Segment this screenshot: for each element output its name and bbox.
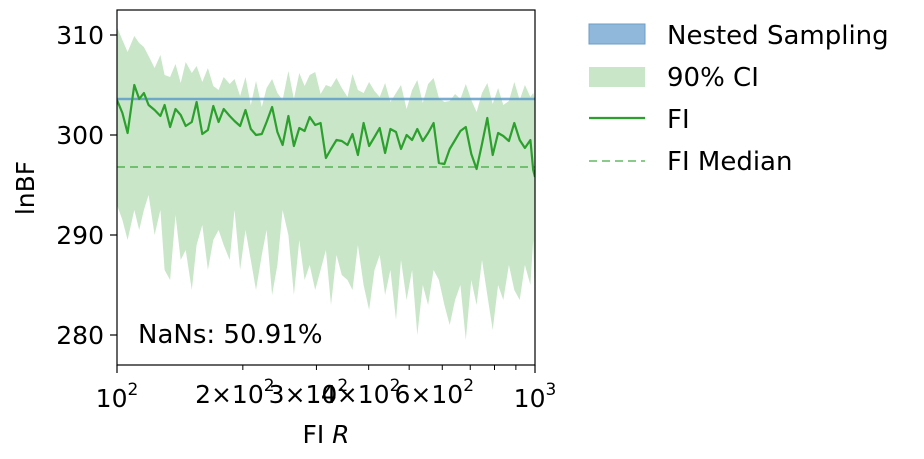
plot-frame <box>116 9 536 366</box>
ci-band <box>117 27 535 340</box>
x-axis-label-var: R <box>332 420 349 449</box>
y-tick-label: 280 <box>56 321 104 350</box>
x-minor-tick-label: 4×102 <box>321 376 401 409</box>
y-axis-label: lnBF <box>11 161 40 215</box>
y-tick-label: 290 <box>56 221 104 250</box>
x-minor-tick-label: 6×102 <box>395 376 475 409</box>
x-axis-label-prefix: FI <box>302 420 324 449</box>
x-minor-tick-base: 3×10 <box>269 380 338 409</box>
y-axis: 280 290 300 310 <box>56 21 117 350</box>
x-axis-label: FI R <box>302 420 349 449</box>
x-minor-tick-base: 6×10 <box>395 380 464 409</box>
x-minor-tick-exponent: 2 <box>337 376 348 396</box>
legend-label-fi-median: FI Median <box>667 147 792 177</box>
x-minor-tick-exponent: 2 <box>264 376 275 396</box>
fi-series-line <box>117 83 535 178</box>
x-minor-tick-exponent: 2 <box>390 376 401 396</box>
x-minor-tick-label: 2×102 <box>195 376 275 409</box>
x-tick-base: 10 <box>96 384 128 413</box>
x-tick-exponent: 2 <box>127 380 138 400</box>
legend-label-nested-sampling: Nested Sampling <box>667 21 889 51</box>
legend-label-fi: FI <box>667 105 690 135</box>
x-tick-label: 103 <box>514 380 557 413</box>
y-tick-label: 300 <box>56 121 104 150</box>
legend: Nested Sampling 90% CI FI FI Median <box>588 21 889 177</box>
x-minor-tick-label: 3×102 <box>269 376 349 409</box>
x-tick-base: 10 <box>514 384 546 413</box>
x-minor-tick-base: 4×10 <box>321 380 390 409</box>
nan-annotation: NaNs: 50.91% <box>138 320 323 350</box>
x-tick-label: 102 <box>96 380 139 413</box>
y-tick-label: 310 <box>56 21 104 50</box>
legend-label-ci: 90% CI <box>667 63 759 93</box>
legend-swatch-ci <box>589 67 645 87</box>
legend-swatch-nested-sampling <box>588 23 646 45</box>
x-tick-exponent: 3 <box>545 380 556 400</box>
x-minor-tick-base: 2×10 <box>195 380 264 409</box>
x-minor-tick-exponent: 2 <box>463 376 474 396</box>
